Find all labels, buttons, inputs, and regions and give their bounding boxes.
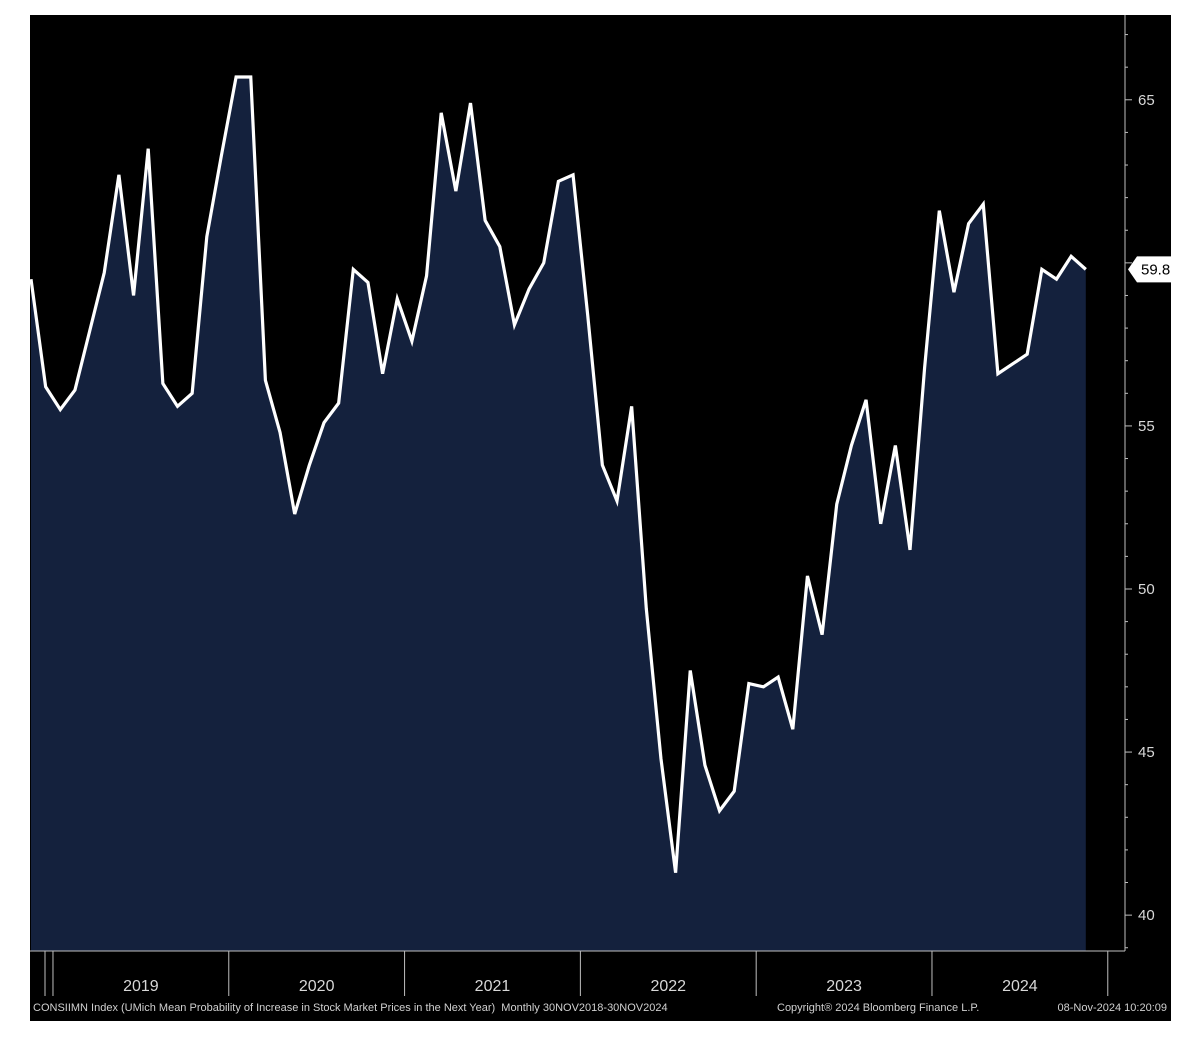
y-tick-label: 65 — [1138, 92, 1155, 109]
footer-description: CONSIIMN Index (UMich Mean Probability o… — [33, 1002, 668, 1014]
x-axis: 2019 2020 2021 2022 2023 2024 — [30, 950, 1125, 996]
series-area — [31, 76, 1086, 952]
footer-copyright: Copyright® 2024 Bloomberg Finance L.P. — [777, 1002, 979, 1014]
x-tick-label: 2024 — [1002, 978, 1038, 995]
x-tick-label: 2019 — [123, 978, 159, 995]
area-layer — [31, 76, 1086, 952]
last-value-box — [1128, 256, 1174, 283]
y-tick-label: 55 — [1138, 418, 1155, 435]
x-tick-label: 2023 — [826, 978, 862, 995]
last-value-label: 59.8 — [1141, 261, 1170, 278]
y-tick-label: 50 — [1138, 581, 1155, 598]
x-tick-label: 2020 — [299, 978, 335, 995]
y-tick-label: 40 — [1138, 907, 1155, 924]
x-tick-label: 2021 — [475, 978, 511, 995]
data-points — [30, 76, 1086, 873]
footer-timestamp: 08-Nov-2024 10:20:09 — [1058, 1002, 1167, 1014]
y-tick-label: 45 — [1138, 744, 1155, 761]
line-layer — [29, 75, 1087, 873]
x-tick-label: 2022 — [650, 978, 686, 995]
last-value-layer: 59.8 — [1128, 256, 1174, 283]
footer: CONSIIMN Index (UMich Mean Probability o… — [33, 1002, 1167, 1014]
y-axis: 40 45 50 55 65 — [1124, 15, 1155, 951]
